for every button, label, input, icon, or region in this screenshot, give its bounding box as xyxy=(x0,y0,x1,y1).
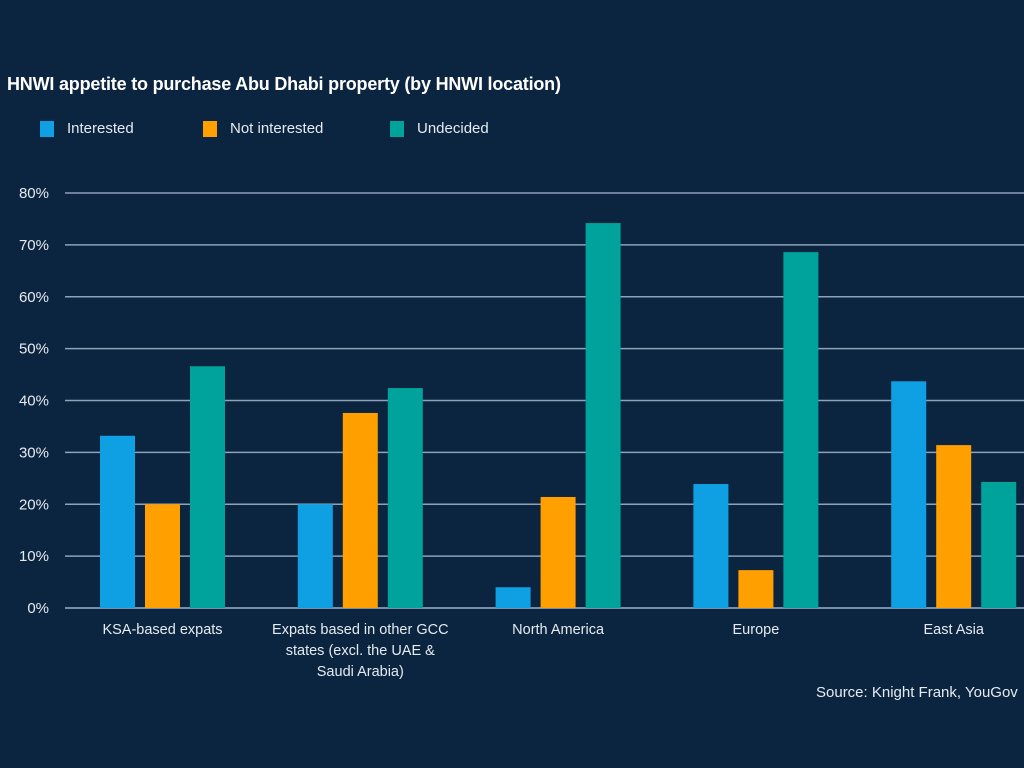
bar-interested xyxy=(495,587,531,608)
legend-item-not-interested: Not interested xyxy=(203,120,390,137)
y-tick-label: 20% xyxy=(19,496,49,513)
x-tick-label: Saudi Arabia) xyxy=(317,664,404,680)
bar-undecided xyxy=(387,388,423,608)
chart-title: HNWI appetite to purchase Abu Dhabi prop… xyxy=(7,74,561,94)
legend-label: Not interested xyxy=(230,120,324,137)
bar-not-interested xyxy=(145,504,180,608)
legend: Interested Not interested Undecided xyxy=(40,120,489,137)
legend-swatch xyxy=(390,120,404,137)
bar-undecided xyxy=(585,223,621,608)
legend-label: Interested xyxy=(67,120,134,137)
legend-label: Undecided xyxy=(417,120,489,137)
bar-not-interested xyxy=(342,412,378,608)
bar-undecided xyxy=(783,252,819,608)
x-tick-label: North America xyxy=(512,622,605,638)
x-tick-label: Europe xyxy=(733,622,780,638)
y-tick-label: 10% xyxy=(19,548,49,565)
y-tick-label: 30% xyxy=(19,444,49,461)
bar-interested xyxy=(891,381,927,608)
x-tick-label: states (excl. the UAE & xyxy=(286,643,435,659)
bar-undecided xyxy=(981,481,1017,608)
bar-undecided xyxy=(190,366,225,608)
y-tick-label: 60% xyxy=(19,289,49,306)
x-tick-label: East Asia xyxy=(923,622,984,638)
bar-not-interested xyxy=(540,496,576,608)
bar-interested xyxy=(100,435,135,608)
legend-swatch xyxy=(40,120,54,137)
y-tick-label: 70% xyxy=(19,237,49,254)
y-tick-label: 40% xyxy=(19,393,49,410)
source-note: Source: Knight Frank, YouGov xyxy=(816,684,1018,701)
bar-not-interested xyxy=(936,445,972,608)
bar-not-interested xyxy=(738,570,774,608)
bar-interested xyxy=(297,504,333,608)
x-tick-label: Expats based in other GCC xyxy=(272,622,449,638)
y-tick-label: 0% xyxy=(27,600,49,617)
legend-item-undecided: Undecided xyxy=(390,120,489,137)
x-tick-label: KSA-based expats xyxy=(102,622,222,638)
y-tick-label: 80% xyxy=(19,185,49,202)
bar-interested xyxy=(693,484,729,608)
legend-swatch xyxy=(203,120,217,137)
legend-item-interested: Interested xyxy=(40,120,203,137)
y-tick-label: 50% xyxy=(19,341,49,358)
